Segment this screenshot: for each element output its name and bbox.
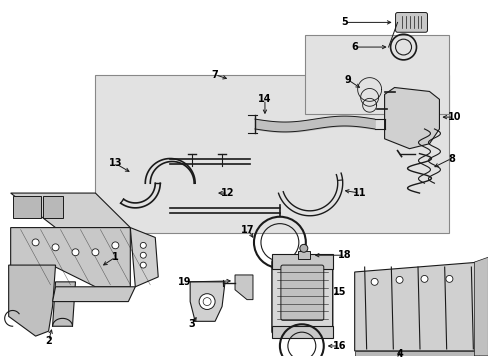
Polygon shape <box>130 228 158 287</box>
FancyBboxPatch shape <box>271 326 332 338</box>
Polygon shape <box>297 251 309 259</box>
Circle shape <box>445 275 452 282</box>
Text: 14: 14 <box>258 94 271 104</box>
Text: 7: 7 <box>211 70 218 80</box>
Polygon shape <box>354 351 478 356</box>
Polygon shape <box>52 287 135 302</box>
Polygon shape <box>235 275 252 300</box>
Polygon shape <box>11 228 130 287</box>
Text: 3: 3 <box>188 319 195 329</box>
Text: 1: 1 <box>112 252 119 262</box>
Text: 9: 9 <box>344 75 350 85</box>
Circle shape <box>140 262 146 268</box>
Circle shape <box>112 242 119 249</box>
Circle shape <box>140 242 146 248</box>
FancyBboxPatch shape <box>395 13 427 32</box>
FancyBboxPatch shape <box>271 259 332 334</box>
Polygon shape <box>384 87 439 149</box>
Text: 4: 4 <box>395 349 402 359</box>
Text: 11: 11 <box>352 188 366 198</box>
Circle shape <box>299 244 307 252</box>
Text: 10: 10 <box>447 112 460 122</box>
Polygon shape <box>354 262 478 351</box>
Text: 19: 19 <box>178 277 191 287</box>
Text: 17: 17 <box>241 225 254 235</box>
Circle shape <box>92 249 99 256</box>
Polygon shape <box>473 257 488 356</box>
FancyBboxPatch shape <box>13 196 41 218</box>
Text: 12: 12 <box>221 188 234 198</box>
Text: 6: 6 <box>350 42 357 52</box>
Polygon shape <box>11 193 130 228</box>
FancyBboxPatch shape <box>304 35 448 114</box>
Text: 13: 13 <box>108 158 122 168</box>
Text: 18: 18 <box>337 250 351 260</box>
Circle shape <box>370 278 377 285</box>
Polygon shape <box>9 265 56 336</box>
FancyBboxPatch shape <box>280 265 323 320</box>
Polygon shape <box>190 282 224 321</box>
Text: 8: 8 <box>447 153 454 163</box>
FancyBboxPatch shape <box>271 254 332 269</box>
FancyBboxPatch shape <box>95 75 448 233</box>
Circle shape <box>420 275 427 282</box>
Text: 16: 16 <box>332 341 346 351</box>
Circle shape <box>72 249 79 256</box>
Circle shape <box>140 252 146 258</box>
Circle shape <box>199 294 215 310</box>
Polygon shape <box>52 282 75 326</box>
Circle shape <box>32 239 39 246</box>
Text: 15: 15 <box>332 287 346 297</box>
Circle shape <box>395 276 402 283</box>
Text: 2: 2 <box>45 336 52 346</box>
FancyBboxPatch shape <box>42 196 62 218</box>
Circle shape <box>52 244 59 251</box>
Text: 5: 5 <box>341 17 347 27</box>
